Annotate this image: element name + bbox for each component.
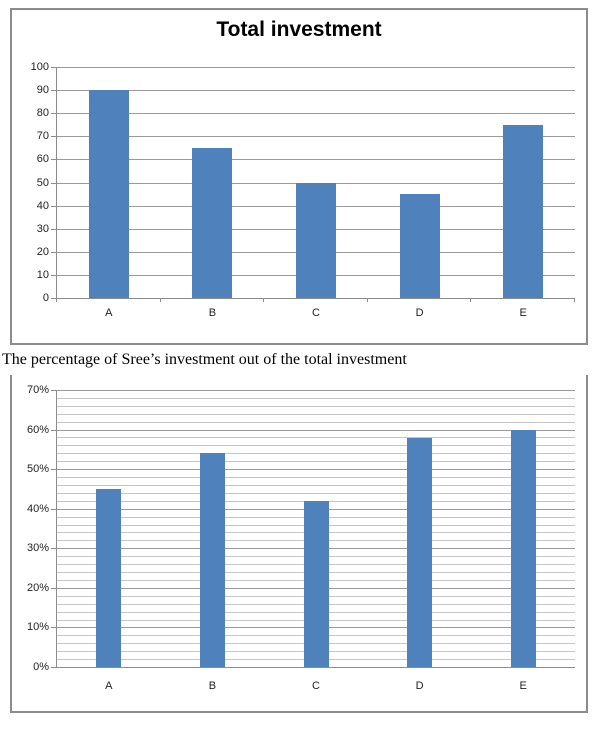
minor-gridline <box>57 484 575 486</box>
y-axis-tick <box>51 469 57 471</box>
minor-gridline <box>57 453 575 455</box>
x-category-label: A <box>105 680 113 692</box>
total-investment-chart: Total investment 0 10 20 30 40 50 60 70 80 90 100 A… <box>10 8 588 345</box>
x-category-label: E <box>519 307 527 319</box>
minor-gridline <box>57 405 575 407</box>
y-axis-tick <box>51 627 57 629</box>
y-tick-label: 40% <box>26 502 49 515</box>
y-tick-label: 10% <box>26 621 49 634</box>
y-tick-label: 60% <box>26 423 49 436</box>
bar-E <box>510 429 536 667</box>
y-axis-tick <box>51 159 57 161</box>
minor-gridline <box>57 421 575 423</box>
y-axis-tick <box>51 113 57 115</box>
y-tick-label: 20% <box>26 581 49 594</box>
y-axis-tick <box>51 548 57 550</box>
y-axis-tick <box>51 182 57 184</box>
minor-gridline <box>57 413 575 415</box>
bar-A <box>88 90 129 298</box>
x-axis-tick <box>366 298 368 302</box>
minor-gridline <box>57 397 575 399</box>
y-axis-tick <box>51 251 57 253</box>
x-category-label: D <box>415 680 424 692</box>
y-tick-label: 50 <box>36 176 49 189</box>
x-axis-tick <box>56 298 57 302</box>
y-axis-tick <box>51 228 57 230</box>
y-tick-label: 10 <box>36 268 49 281</box>
y-axis-tick <box>51 67 57 68</box>
y-tick-label: 30% <box>26 542 49 555</box>
y-axis-tick <box>51 136 57 138</box>
y-axis-tick <box>51 298 57 299</box>
x-category-label: C <box>312 307 320 319</box>
y-tick-label: 50% <box>26 463 49 476</box>
y-tick-label: 30 <box>36 222 49 235</box>
x-category-label: D <box>415 307 424 319</box>
y-tick-label: 90 <box>36 84 49 97</box>
plot-area: 0 10 20 30 40 50 60 70 80 90 100 A B C D E <box>31 61 575 319</box>
minor-gridline <box>57 445 575 447</box>
minor-gridline <box>57 492 575 494</box>
major-gridline <box>57 390 575 391</box>
y-axis-tick <box>51 429 57 431</box>
x-category-label: A <box>105 307 113 319</box>
bar-B <box>192 147 233 298</box>
y-tick-label: 40 <box>36 199 49 212</box>
y-axis-tick <box>51 205 57 207</box>
y-tick-label: 0% <box>33 661 49 673</box>
bar-B <box>199 453 225 667</box>
y-axis-tick <box>51 508 57 510</box>
x-category-label: B <box>208 307 217 319</box>
major-gridline <box>57 429 575 431</box>
x-axis-tick <box>574 298 575 302</box>
minor-gridline <box>57 437 575 439</box>
y-tick-label: 70 <box>36 130 49 143</box>
x-category-label: B <box>208 680 217 692</box>
y-tick-label: 20 <box>36 245 49 258</box>
major-gridline <box>57 90 575 92</box>
y-tick-label: 80 <box>36 107 49 120</box>
bar-A <box>96 488 122 667</box>
y-tick-label: 70% <box>26 384 49 396</box>
chart-title: Total investment <box>216 18 382 41</box>
y-axis-tick <box>51 274 57 276</box>
major-gridline <box>57 159 575 161</box>
y-tick-label: 0 <box>42 292 49 304</box>
bar-D <box>399 194 440 298</box>
y-tick-label: 100 <box>30 61 49 73</box>
bar-D <box>407 437 433 667</box>
x-category-label: C <box>312 680 320 692</box>
y-axis-tick <box>51 587 57 589</box>
y-axis-tick <box>51 667 57 668</box>
x-axis-tick <box>263 298 265 302</box>
bar-C <box>303 500 329 667</box>
sree-investment-percentage-chart: 0% 10% 20% 30% 40% 50% 60% 70% A B C D E <box>10 375 588 713</box>
major-gridline <box>57 469 575 471</box>
x-axis-tick <box>159 298 161 302</box>
x-category-label: E <box>519 680 527 692</box>
x-axis-tick <box>470 298 472 302</box>
plot-area: 0% 10% 20% 30% 40% 50% 60% 70% A B C D E <box>27 384 575 692</box>
bar-C <box>296 182 336 298</box>
major-gridline <box>57 67 575 68</box>
bar-E <box>503 124 544 298</box>
minor-gridline <box>57 477 575 479</box>
y-axis-tick <box>51 90 57 92</box>
y-axis-tick <box>51 390 57 391</box>
caption-text: The percentage of Sree’s investment out … <box>2 351 407 368</box>
y-tick-label: 60 <box>36 153 49 166</box>
minor-gridline <box>57 461 575 463</box>
major-gridline <box>57 113 575 115</box>
major-gridline <box>57 136 575 138</box>
